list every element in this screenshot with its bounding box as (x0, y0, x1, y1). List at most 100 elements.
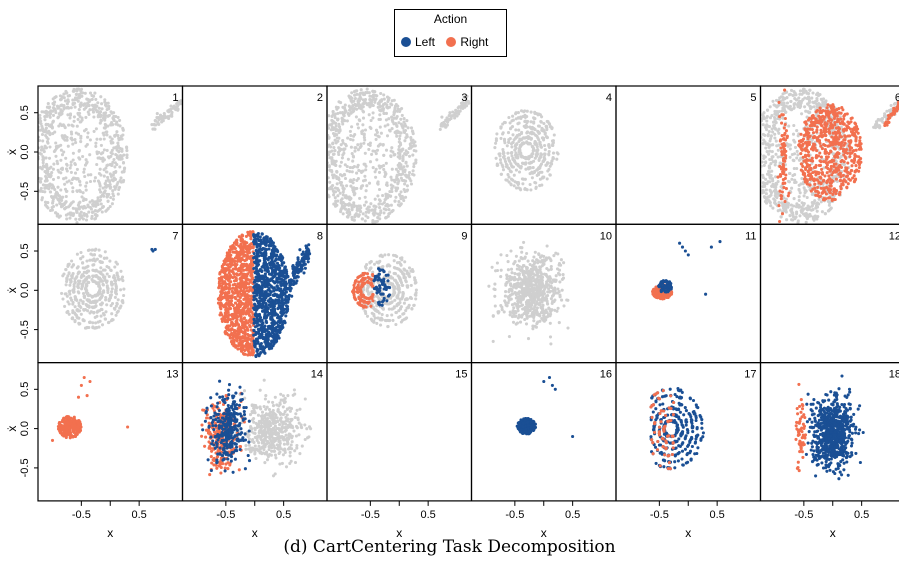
data-point (387, 204, 391, 208)
data-point (111, 173, 115, 177)
data-point (403, 182, 407, 186)
data-point (73, 320, 77, 324)
series-inactive (493, 109, 560, 192)
data-point (84, 326, 88, 330)
data-point (799, 152, 803, 156)
data-point (60, 123, 64, 128)
data-point (114, 279, 118, 283)
data-point (399, 163, 403, 167)
data-point (365, 184, 369, 188)
data-point (836, 129, 840, 133)
data-point (819, 155, 823, 159)
data-point (113, 177, 118, 181)
data-point (384, 195, 388, 199)
data-point (507, 115, 511, 120)
data-point (78, 188, 82, 192)
data-point (813, 199, 817, 203)
data-point (51, 106, 55, 110)
data-point (71, 158, 75, 162)
data-point (453, 112, 457, 116)
data-point (409, 182, 414, 186)
data-point (446, 120, 450, 124)
data-point (374, 137, 378, 141)
data-point (814, 110, 818, 114)
data-point (404, 160, 408, 164)
data-point (818, 134, 822, 138)
data-point (498, 158, 503, 162)
data-point (347, 94, 351, 98)
data-point (834, 162, 838, 166)
data-point (243, 276, 247, 280)
data-point (810, 147, 815, 151)
data-point (832, 169, 836, 173)
series-inactive (38, 87, 183, 225)
data-point (783, 138, 788, 142)
data-point (330, 118, 334, 122)
data-point (51, 177, 56, 181)
data-point (60, 134, 64, 138)
data-point (109, 268, 113, 273)
data-point (104, 104, 109, 108)
data-point (76, 112, 80, 116)
data-point (396, 155, 400, 159)
data-point (397, 148, 401, 152)
data-point (51, 102, 55, 106)
data-point (811, 100, 815, 104)
data-point (494, 141, 498, 145)
data-point (839, 175, 843, 179)
data-point (818, 175, 822, 179)
data-point (499, 172, 503, 176)
data-point (107, 104, 111, 108)
data-point (97, 284, 101, 288)
data-point (533, 111, 537, 115)
data-point (86, 280, 91, 285)
data-point (797, 198, 801, 202)
data-point (546, 169, 550, 173)
panel-3: 3 (326, 85, 473, 225)
data-point (768, 166, 772, 170)
data-point (94, 141, 98, 145)
panel-7: 7 (37, 223, 184, 364)
data-point (773, 136, 777, 140)
data-point (93, 248, 97, 252)
data-point (796, 153, 800, 157)
data-point (780, 109, 784, 113)
data-point (116, 115, 120, 119)
data-point (231, 333, 235, 337)
data-point (383, 102, 387, 106)
data-point (551, 141, 555, 146)
data-point (79, 140, 83, 144)
data-point (776, 148, 780, 152)
data-point (770, 127, 774, 131)
data-point (97, 282, 101, 286)
data-point (791, 215, 795, 219)
data-point (787, 171, 792, 176)
data-point (361, 212, 365, 216)
data-point (776, 209, 780, 213)
data-point (343, 176, 348, 181)
data-point (233, 301, 238, 305)
data-point (771, 182, 775, 186)
data-point (95, 162, 99, 167)
data-point (395, 187, 399, 191)
data-point (56, 197, 60, 202)
data-point (839, 135, 844, 139)
data-point (845, 112, 849, 116)
data-point (384, 192, 388, 196)
data-point (537, 157, 541, 162)
data-point (826, 155, 830, 159)
data-point (814, 173, 818, 177)
data-point (40, 132, 45, 137)
data-point (496, 163, 500, 167)
data-point (98, 188, 102, 192)
data-point (73, 280, 77, 285)
data-point (765, 114, 769, 119)
data-point (773, 109, 777, 113)
data-point (846, 134, 850, 138)
data-point (526, 136, 530, 141)
data-point (354, 115, 358, 119)
data-point (832, 147, 837, 151)
data-point (72, 285, 76, 289)
data-point (839, 121, 843, 125)
data-point (66, 113, 70, 117)
